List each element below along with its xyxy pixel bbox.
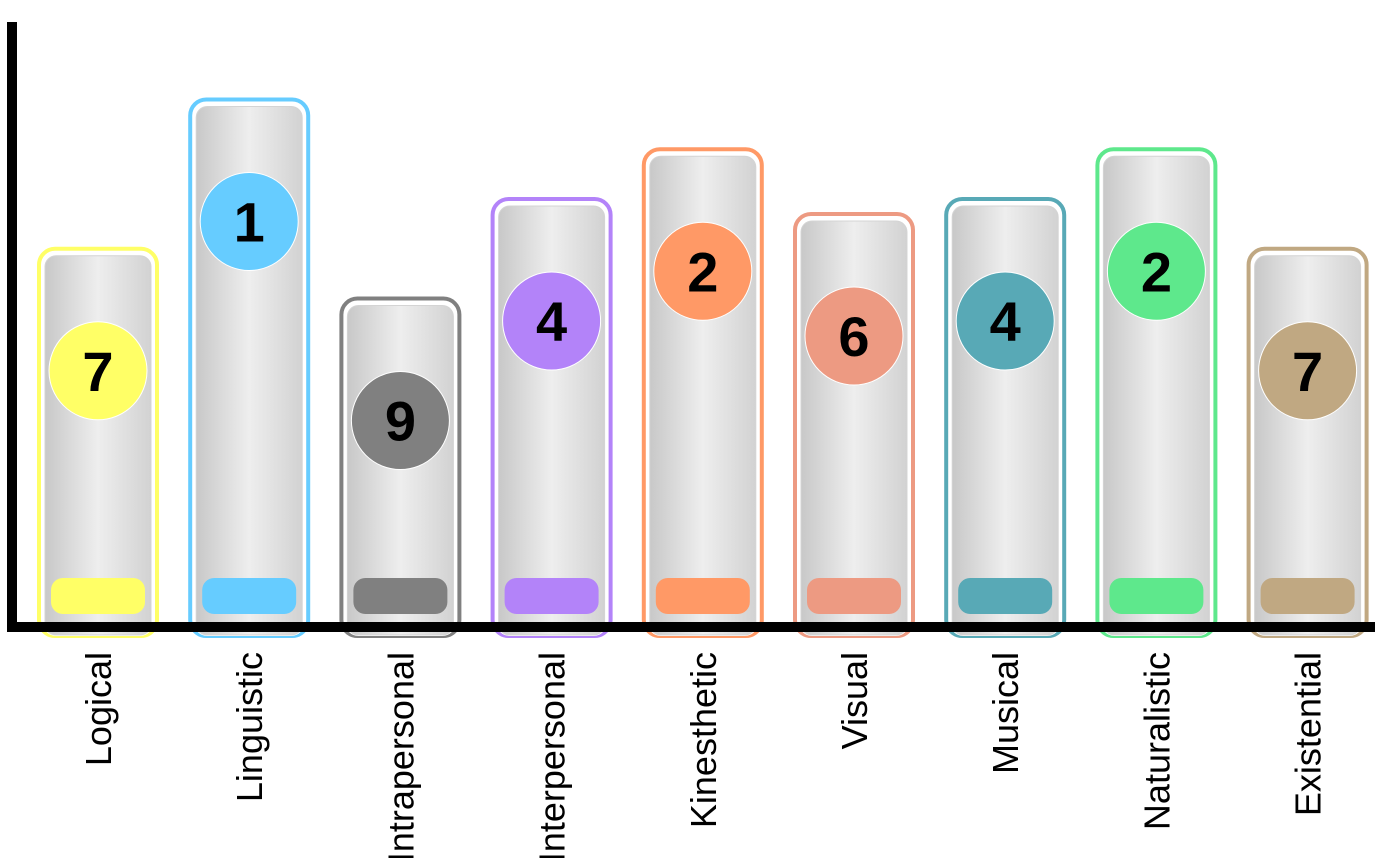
rank-label: 7 xyxy=(1292,340,1323,403)
x-tick-label-naturalistic: Naturalistic xyxy=(1136,652,1177,830)
rank-label: 9 xyxy=(385,390,416,453)
rank-label: 2 xyxy=(687,240,718,303)
bar-body xyxy=(498,205,606,636)
rank-label: 7 xyxy=(82,340,113,403)
x-tick-label-linguistic: Linguistic xyxy=(229,652,270,802)
bar-interpersonal: 4 xyxy=(490,197,613,638)
bar-kinesthetic: 2 xyxy=(641,147,764,638)
rank-label: 2 xyxy=(1141,240,1172,303)
bar-naturalistic: 2 xyxy=(1095,147,1218,638)
bar-intrapersonal: 9 xyxy=(339,296,462,638)
rank-badge xyxy=(502,271,602,371)
rank-badge xyxy=(955,271,1055,371)
bar-body xyxy=(951,205,1059,636)
x-tick-label-kinesthetic: Kinesthetic xyxy=(683,652,724,828)
rank-badge xyxy=(653,221,753,321)
rank-label: 1 xyxy=(234,191,265,254)
bar-base-pill xyxy=(1109,578,1204,614)
rank-label: 4 xyxy=(536,290,567,353)
bar-base-pill xyxy=(655,578,750,614)
category-labels: Logical Linguistic Intrapersonal Interperso… xyxy=(78,652,1329,858)
rank-badge xyxy=(350,371,450,471)
rank-badge xyxy=(1258,321,1358,421)
bar-base-pill xyxy=(202,578,297,614)
bar-body xyxy=(800,220,908,636)
x-tick-label-interpersonal: Interpersonal xyxy=(532,652,573,858)
x-tick-label-musical: Musical xyxy=(985,652,1026,774)
x-tick-label-visual: Visual xyxy=(834,652,875,749)
bar-musical: 4 xyxy=(944,197,1067,638)
bar-base-pill xyxy=(958,578,1053,614)
bar-base-pill xyxy=(51,578,145,614)
bar-base-pill xyxy=(504,578,599,614)
rank-badge xyxy=(1106,221,1206,321)
rank-label: 4 xyxy=(990,290,1021,353)
x-tick-label-existential: Existential xyxy=(1288,652,1329,816)
rank-label: 6 xyxy=(838,305,869,368)
bar-existential: 7 xyxy=(1246,246,1369,639)
bar-base-pill xyxy=(807,578,901,614)
rank-badge xyxy=(804,286,904,386)
x-tick-label-intrapersonal: Intrapersonal xyxy=(380,652,421,858)
bar-visual: 6 xyxy=(793,211,915,639)
bar-logical: 7 xyxy=(37,246,159,639)
rank-badge xyxy=(48,321,148,421)
bars-layer: 7 1 9 4 2 6 4 2 7 xyxy=(37,97,1369,639)
rank-badge xyxy=(199,172,299,272)
x-tick-label-logical: Logical xyxy=(78,652,119,766)
bar-base-pill xyxy=(353,578,448,614)
bar-base-pill xyxy=(1260,578,1355,614)
bar-linguistic: 1 xyxy=(188,97,311,638)
